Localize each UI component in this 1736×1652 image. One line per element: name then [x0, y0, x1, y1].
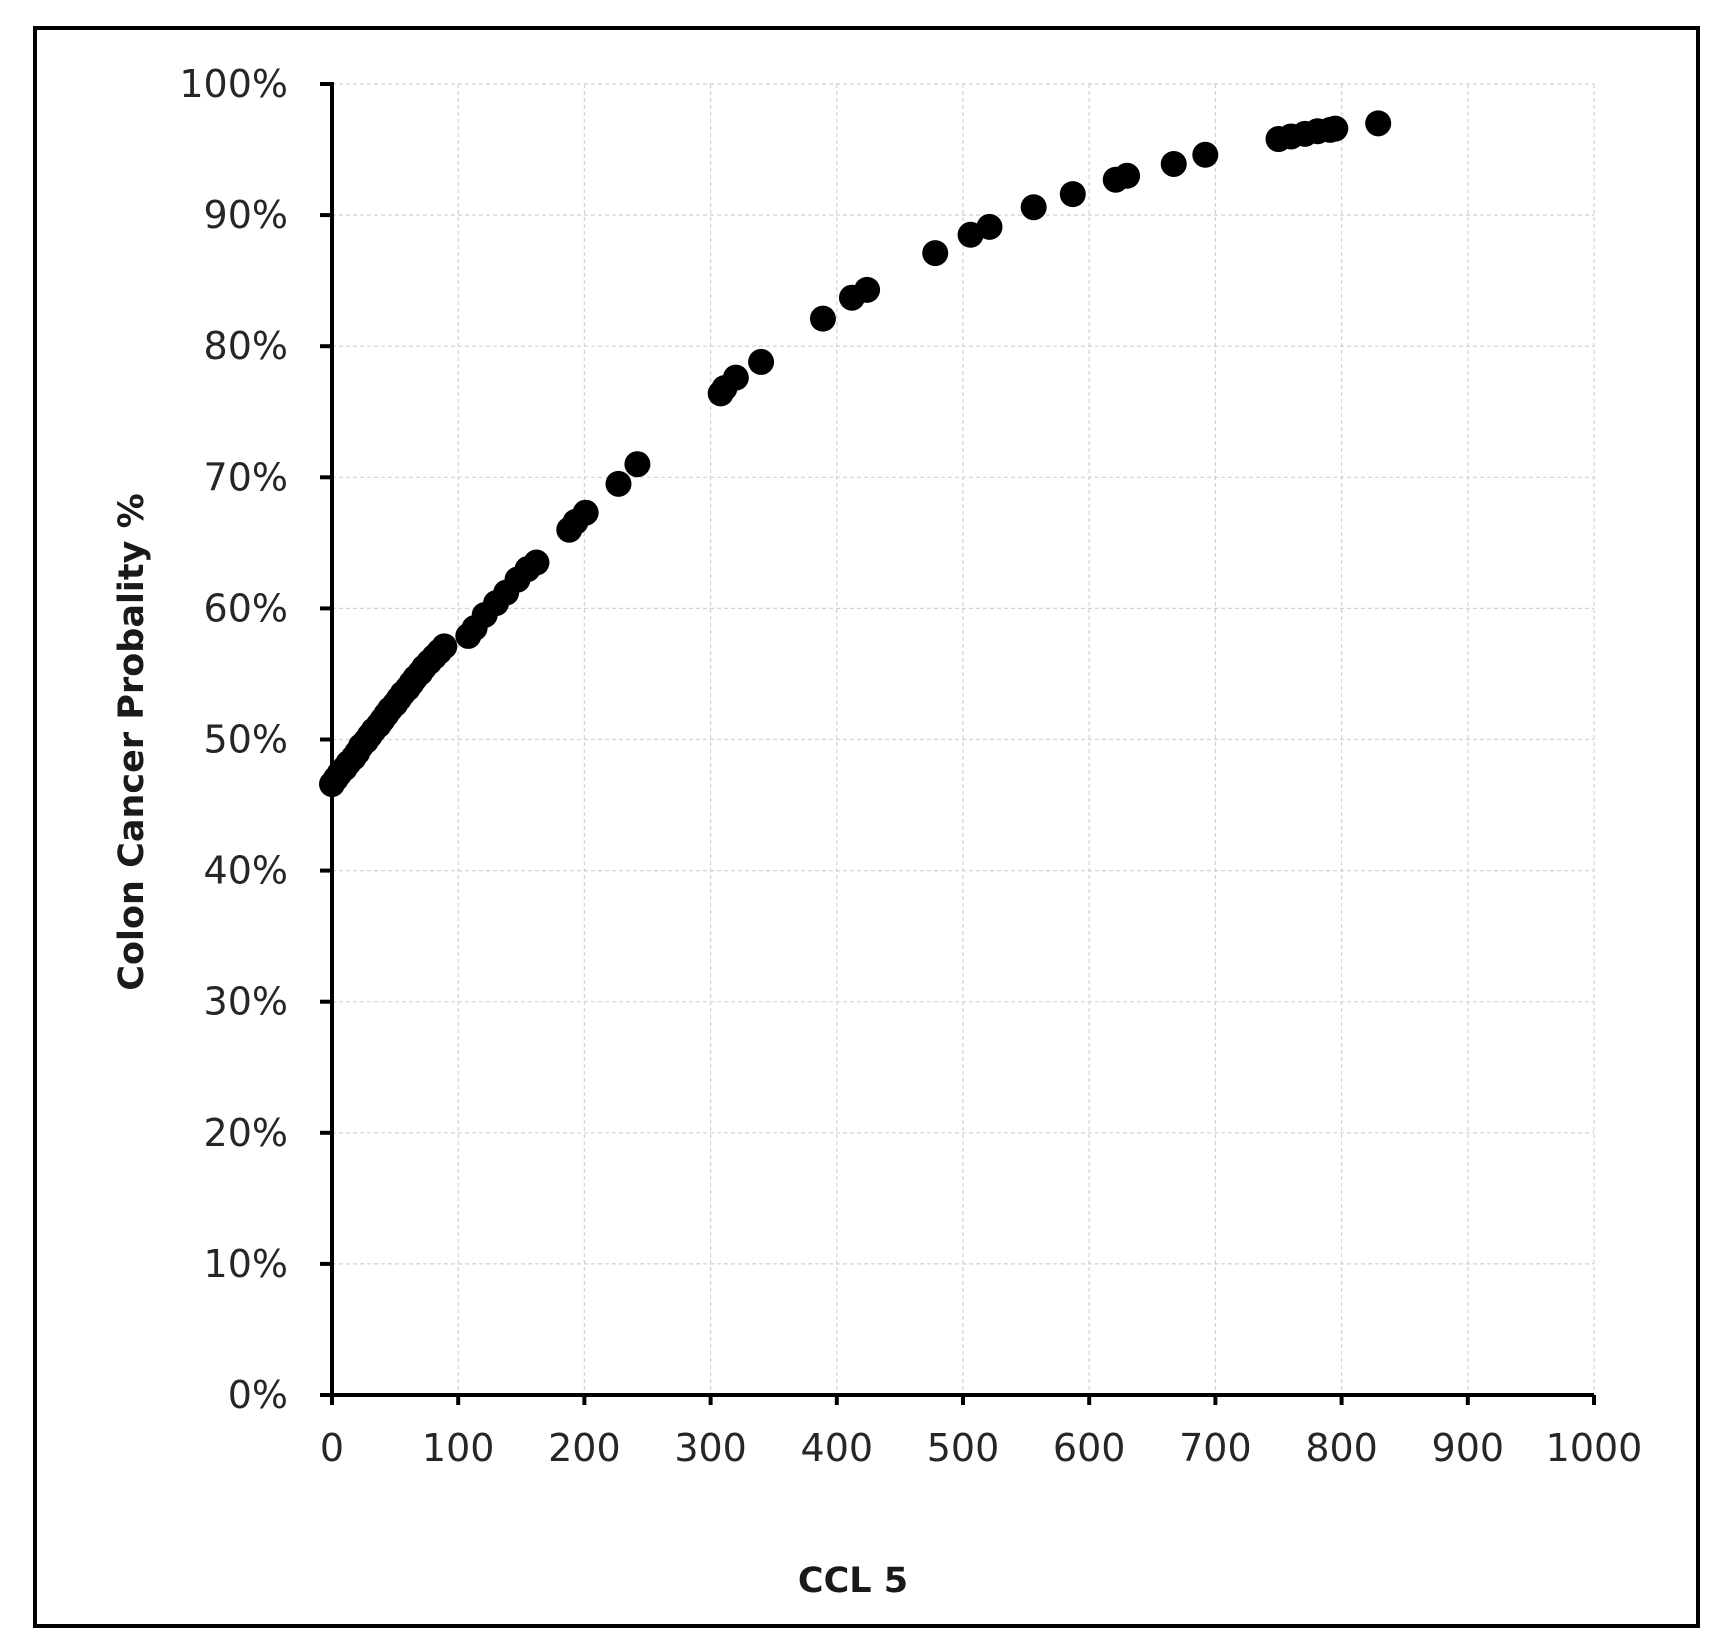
- y-tick-label: 0%: [228, 1373, 288, 1417]
- data-point: [809, 305, 836, 332]
- x-tick-label: 200: [548, 1426, 621, 1470]
- y-tick-label: 20%: [204, 1111, 288, 1155]
- x-tick-label: 900: [1432, 1426, 1505, 1470]
- y-tick-label: 90%: [204, 193, 288, 237]
- x-tick-label: 300: [674, 1426, 747, 1470]
- x-tick-label: 600: [1053, 1426, 1126, 1470]
- x-tick-label: 1000: [1546, 1426, 1643, 1470]
- data-point: [1365, 110, 1392, 137]
- data-point: [1059, 181, 1086, 208]
- y-axis-title: Colon Cancer Probality %: [112, 493, 152, 990]
- y-tick-label: 50%: [204, 718, 288, 762]
- data-point: [922, 240, 949, 267]
- x-axis-title: CCL 5: [798, 1561, 908, 1601]
- data-point: [624, 451, 651, 478]
- y-tick-label: 60%: [204, 586, 288, 630]
- y-tick-label: 10%: [204, 1242, 288, 1286]
- x-tick-label: 500: [927, 1426, 1000, 1470]
- y-tick-label: 70%: [204, 455, 288, 499]
- data-point: [748, 348, 775, 375]
- data-point: [854, 276, 881, 303]
- x-tick-label: 700: [1179, 1426, 1252, 1470]
- x-tick-label: 400: [801, 1426, 874, 1470]
- gridlines: [332, 83, 1595, 1395]
- y-tick-label: 30%: [204, 980, 288, 1024]
- data-point: [431, 633, 458, 660]
- data-point: [1322, 115, 1349, 142]
- y-tick-label: 100%: [179, 62, 288, 106]
- data-point: [523, 549, 550, 576]
- data-point: [605, 470, 632, 497]
- data-point: [1114, 162, 1141, 189]
- x-tick-label: 0: [320, 1426, 344, 1470]
- data-point: [976, 213, 1003, 240]
- x-tick-label: 800: [1305, 1426, 1378, 1470]
- y-tick-label: 80%: [204, 324, 288, 368]
- data-point: [572, 499, 599, 526]
- data-point: [1192, 141, 1219, 168]
- data-point: [1160, 150, 1187, 177]
- x-tick-labels: 0 100 200 300 400 500 600 700 800 900 1000: [320, 1426, 1642, 1470]
- y-tick-labels: 0% 10% 20% 30% 40% 50% 60% 70% 80% 90% 100%: [179, 62, 288, 1417]
- axes: [320, 82, 1596, 1405]
- data-point: [722, 364, 749, 391]
- y-tick-label: 40%: [204, 849, 288, 893]
- x-tick-label: 100: [422, 1426, 495, 1470]
- data-points: [319, 110, 1392, 798]
- data-point: [1020, 194, 1047, 221]
